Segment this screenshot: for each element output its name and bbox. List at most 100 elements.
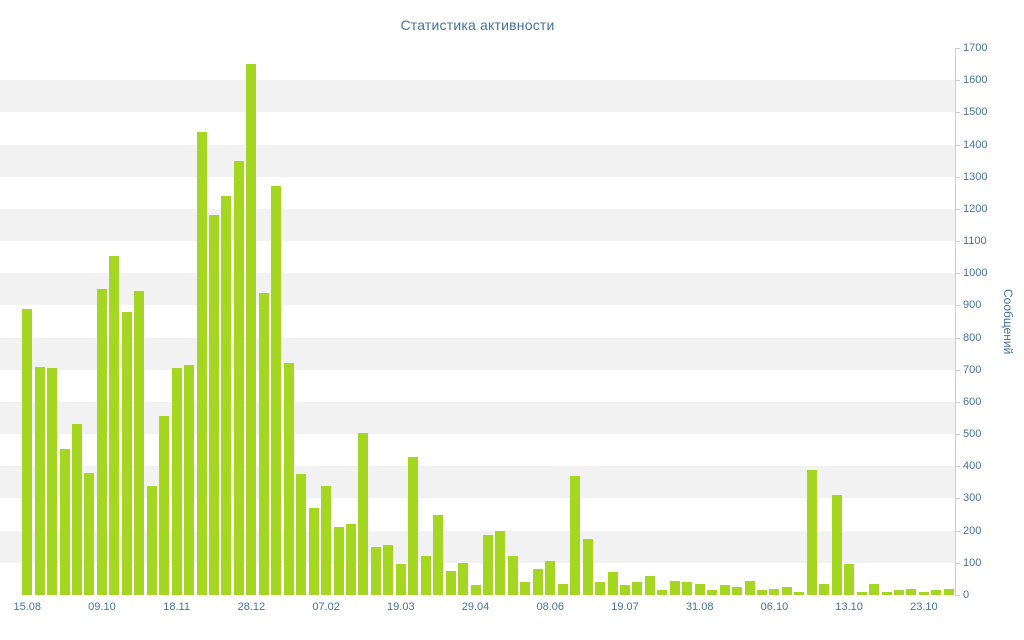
grid-band <box>0 273 955 306</box>
bar <box>34 366 45 595</box>
bar <box>84 472 95 595</box>
bar <box>134 290 145 595</box>
bar <box>806 469 817 595</box>
bar <box>744 580 755 595</box>
x-tick-label: 18.11 <box>163 601 191 613</box>
bar <box>669 580 680 595</box>
bar <box>682 582 693 595</box>
bar <box>856 591 867 595</box>
bar <box>607 572 618 595</box>
bar <box>308 508 319 595</box>
y-tick-label: 1400 <box>963 138 988 151</box>
bar <box>756 590 767 595</box>
bar <box>483 535 493 595</box>
bar <box>246 64 257 595</box>
y-tick-label: 1200 <box>963 202 988 215</box>
bar <box>96 289 107 595</box>
bar <box>395 564 406 595</box>
grid-band <box>0 337 955 370</box>
x-tick-label: 07.02 <box>312 601 340 613</box>
x-tick-label: 13.10 <box>835 601 863 613</box>
x-tick-label: 19.07 <box>611 601 639 613</box>
bar <box>943 588 954 595</box>
bar <box>358 432 369 595</box>
y-tick-label: 400 <box>963 460 982 473</box>
x-tick-label: 09.10 <box>88 601 116 613</box>
bar <box>258 292 269 595</box>
bar <box>47 368 58 595</box>
bar <box>794 591 805 595</box>
bar <box>333 527 344 595</box>
y-axis-line <box>955 48 956 596</box>
y-tick-label: 1700 <box>963 42 988 54</box>
grid-band <box>0 80 955 113</box>
bar <box>881 591 892 595</box>
y-axis-title: Сообщений <box>1001 288 1015 355</box>
grid-band <box>0 208 955 242</box>
bar <box>769 588 780 595</box>
grid-band <box>0 466 955 499</box>
bar <box>707 590 718 595</box>
x-tick-label: 23.10 <box>910 601 938 613</box>
bar <box>819 583 830 595</box>
bar <box>931 590 942 595</box>
bar <box>59 448 70 595</box>
bar <box>906 588 917 595</box>
x-tick-label: 19.03 <box>387 601 415 613</box>
bar <box>570 475 581 595</box>
bar <box>22 308 33 595</box>
bar <box>445 570 456 595</box>
y-tick-label: 700 <box>963 363 982 376</box>
bar <box>209 215 220 595</box>
bar <box>545 561 556 595</box>
bar <box>221 196 232 595</box>
bar <box>72 424 83 595</box>
bar <box>171 368 182 595</box>
y-tick-label: 1100 <box>963 235 987 248</box>
bar <box>595 582 606 595</box>
x-tick-label: 06.10 <box>760 601 789 613</box>
grid-band <box>0 144 955 177</box>
y-tick-label: 200 <box>963 524 982 537</box>
y-axis-title-wrap: Сообщений <box>997 48 1019 595</box>
bar <box>271 186 282 595</box>
y-tick-label: 500 <box>963 428 982 441</box>
chart-title: Статистика активности <box>400 17 555 33</box>
bar <box>657 590 668 595</box>
bar <box>370 546 381 595</box>
bar <box>619 585 630 595</box>
y-tick-label: 1300 <box>963 170 988 183</box>
x-tick-label: 28.12 <box>237 601 266 613</box>
bar <box>719 585 730 595</box>
bar <box>296 474 307 595</box>
bar <box>196 131 207 595</box>
bar <box>433 514 444 595</box>
bar <box>146 485 157 595</box>
y-tick-label: 800 <box>963 331 982 344</box>
bar <box>109 255 120 595</box>
y-tick-label: 100 <box>963 556 982 569</box>
bar <box>918 591 929 595</box>
bar <box>408 456 419 595</box>
bar <box>844 564 855 595</box>
y-tick-label: 0 <box>963 589 970 601</box>
bar <box>520 582 531 595</box>
y-tick-label: 900 <box>963 299 982 312</box>
y-tick-label: 300 <box>963 492 982 505</box>
bar <box>732 586 743 595</box>
bar <box>184 364 195 595</box>
bar <box>458 562 469 595</box>
bar <box>470 585 481 595</box>
bar <box>383 545 394 595</box>
bar <box>644 575 655 595</box>
bar <box>893 590 904 595</box>
bar <box>420 556 431 595</box>
bar <box>321 485 332 595</box>
bar <box>507 556 518 595</box>
grid-band <box>0 401 955 435</box>
x-tick-label: 29.04 <box>461 601 490 613</box>
